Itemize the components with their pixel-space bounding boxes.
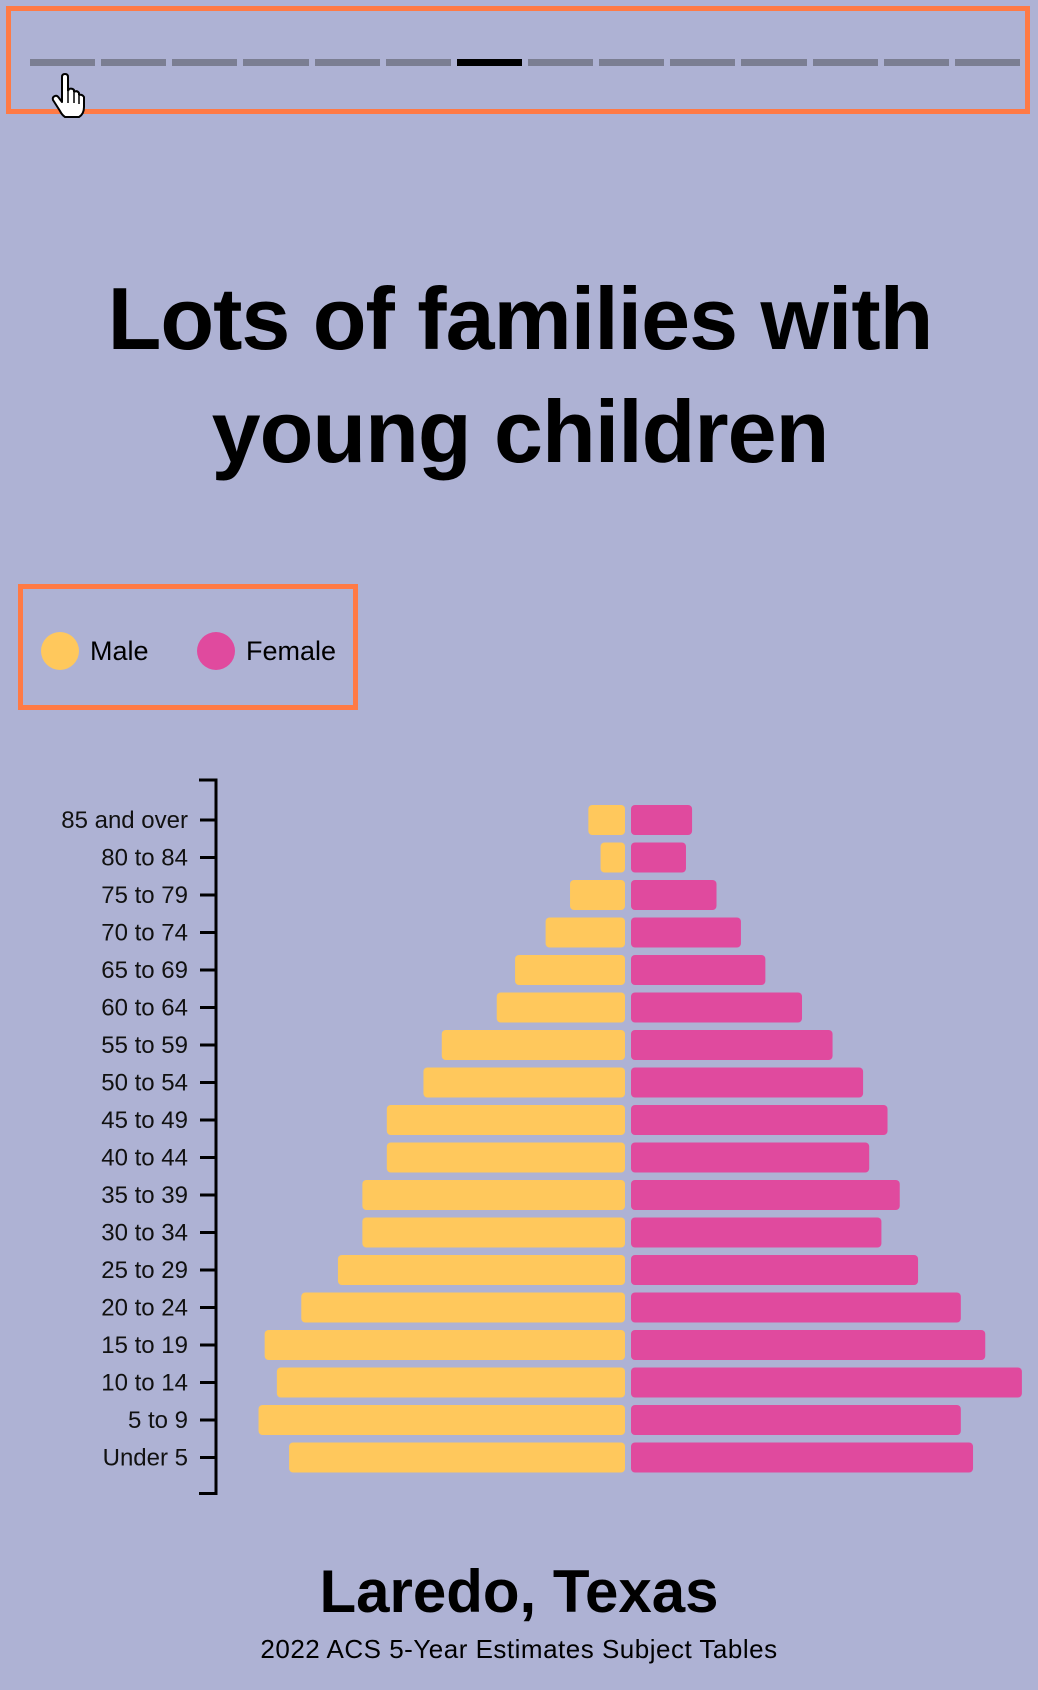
- bar-male: [545, 917, 625, 948]
- y-tick-label: 10 to 14: [101, 1370, 188, 1397]
- population-pyramid-chart: 85 and over 80 to 84 75 to 79 70 to 74 65 to…: [61, 778, 1022, 1495]
- bar-female: [631, 1180, 900, 1210]
- bar-male: [423, 1067, 625, 1098]
- y-tick-label: 70 to 74: [101, 920, 188, 947]
- bar-male: [441, 1030, 625, 1060]
- progress-step-7[interactable]: [456, 59, 522, 66]
- bar-female: [631, 955, 766, 985]
- male-swatch-icon: [41, 632, 79, 670]
- bar-female: [631, 992, 803, 1023]
- progress-bar-container: [6, 6, 1030, 118]
- y-tick-label: 15 to 19: [101, 1332, 188, 1359]
- bar-male: [301, 1292, 625, 1323]
- bar-female: [631, 1030, 833, 1060]
- bar-male: [386, 1142, 625, 1173]
- bar-female: [631, 1330, 986, 1360]
- bar-male: [570, 880, 625, 910]
- progress-step-13[interactable]: [883, 59, 949, 66]
- bar-female: [631, 1442, 974, 1473]
- y-tick-label: 60 to 64: [101, 995, 188, 1022]
- bar-male: [289, 1442, 625, 1473]
- progress-step-8[interactable]: [527, 59, 594, 66]
- y-tick-label: 80 to 84: [101, 845, 188, 872]
- pointer-hand-icon: [51, 73, 85, 118]
- progress-step-2[interactable]: [101, 59, 167, 66]
- bar-male: [258, 1405, 625, 1435]
- progress-step-6[interactable]: [385, 59, 451, 66]
- bar-female: [631, 880, 717, 910]
- city-title: Laredo, Texas: [319, 1558, 719, 1625]
- data-source: 2022 ACS 5-Year Estimates Subject Tables: [260, 1634, 778, 1664]
- progress-step-1[interactable]: [30, 59, 96, 66]
- y-tick-label: Under 5: [103, 1445, 188, 1472]
- progress-step-4[interactable]: [243, 59, 309, 66]
- bar-female: [631, 1292, 961, 1323]
- y-tick-label: 40 to 44: [101, 1145, 188, 1172]
- bar-male: [386, 1105, 625, 1135]
- legend-item-male[interactable]: Male: [41, 632, 149, 670]
- progress-step-11[interactable]: [741, 59, 807, 66]
- y-tick-label: 20 to 24: [101, 1295, 188, 1322]
- y-tick-label: 75 to 79: [101, 882, 188, 909]
- y-tick-label: 45 to 49: [101, 1107, 188, 1134]
- progress-step-14[interactable]: [954, 59, 1020, 66]
- page-headline: Lots of families with young children: [107, 269, 934, 481]
- y-tick-label: 65 to 69: [101, 957, 188, 984]
- bar-male: [515, 955, 625, 985]
- legend-item-female[interactable]: Female: [197, 632, 336, 670]
- progress-track: [30, 59, 1020, 69]
- bar-female: [631, 1067, 864, 1098]
- bar-female: [631, 1367, 1022, 1398]
- y-tick-label: 35 to 39: [101, 1182, 188, 1209]
- bar-female: [631, 1105, 888, 1135]
- y-tick-label: 85 and over: [61, 807, 188, 834]
- bar-female: [631, 1405, 961, 1435]
- y-tick-label: 30 to 34: [101, 1220, 188, 1247]
- bar-male: [362, 1217, 625, 1248]
- progress-step-5[interactable]: [314, 59, 380, 66]
- legend-male-label: Male: [90, 635, 149, 666]
- bar-female: [631, 1142, 870, 1173]
- y-tick-label: 50 to 54: [101, 1070, 188, 1097]
- bar-male: [362, 1180, 625, 1210]
- bar-male: [337, 1255, 625, 1285]
- bar-female: [631, 917, 741, 948]
- bar-female: [631, 805, 693, 835]
- progress-step-12[interactable]: [812, 59, 878, 66]
- legend: Male Female: [18, 584, 358, 710]
- bar-male: [496, 992, 625, 1023]
- bar-male: [588, 805, 625, 835]
- y-tick-label: 25 to 29: [101, 1257, 188, 1284]
- progress-step-10[interactable]: [670, 59, 736, 66]
- bar-female: [631, 1255, 919, 1285]
- bar-male: [264, 1330, 625, 1360]
- progress-step-9[interactable]: [599, 59, 665, 66]
- bar-female: [631, 842, 686, 873]
- y-tick-label: 5 to 9: [128, 1407, 188, 1434]
- legend-female-label: Female: [246, 635, 337, 666]
- bar-male: [276, 1367, 625, 1398]
- bar-female: [631, 1217, 882, 1248]
- progress-step-3[interactable]: [172, 59, 238, 66]
- bar-male: [600, 842, 625, 873]
- female-swatch-icon: [197, 632, 235, 670]
- y-tick-label: 55 to 59: [101, 1032, 188, 1059]
